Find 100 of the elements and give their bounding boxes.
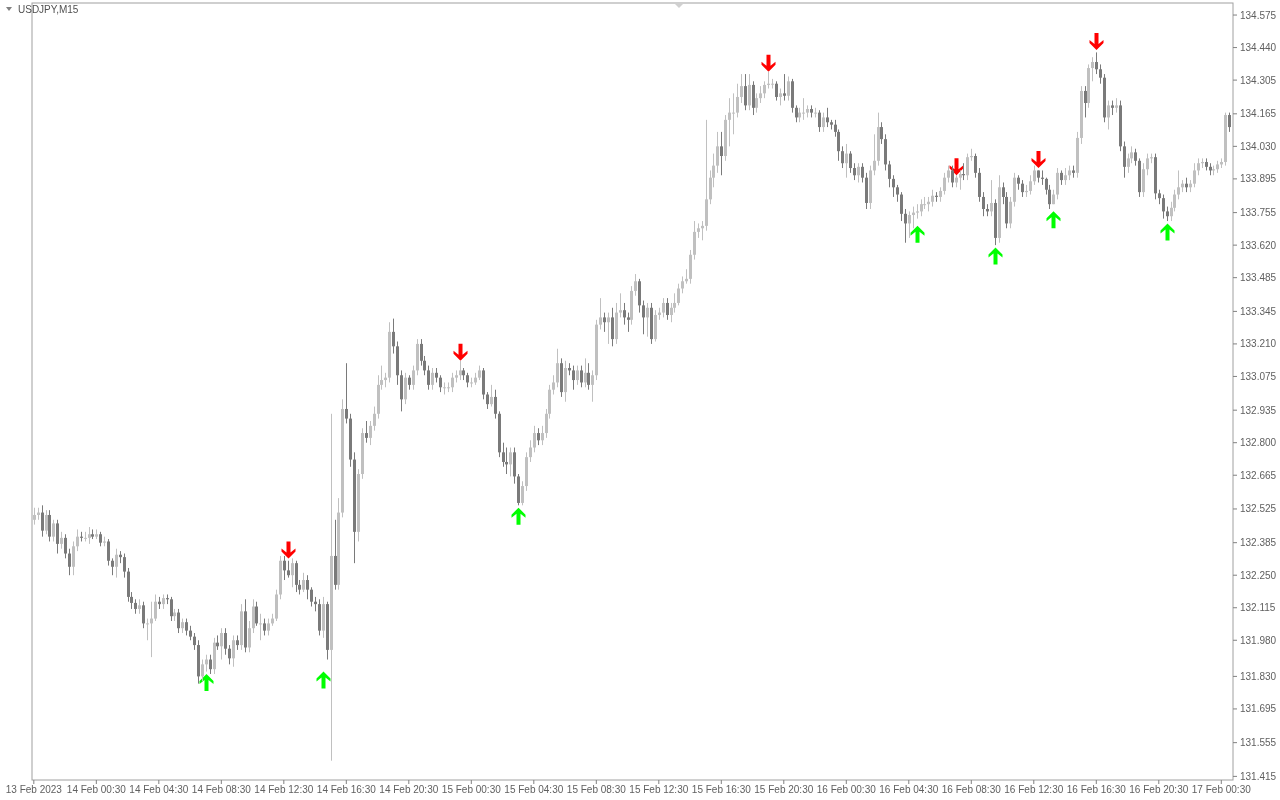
candlestick (232, 634, 235, 668)
x-tick-label: 16 Feb 00:30 (816, 784, 877, 795)
candlestick (201, 659, 204, 682)
y-tick-label: 134.575 (1240, 9, 1277, 21)
candlestick (752, 80, 755, 116)
y-tick-label: 131.415 (1240, 770, 1277, 782)
candlestick (744, 73, 747, 111)
y-tick-label: 133.895 (1240, 173, 1277, 185)
candlestick (826, 107, 829, 128)
candlestick (373, 406, 376, 432)
candlestick (888, 160, 891, 188)
candlestick (720, 131, 723, 176)
x-tick-label: 15 Feb 08:30 (566, 784, 627, 795)
candlestick (677, 283, 680, 306)
candlestick (736, 83, 739, 118)
y-tick-label: 131.695 (1240, 703, 1277, 715)
candlestick (306, 574, 309, 600)
candlestick (392, 318, 395, 355)
candlestick (310, 586, 313, 608)
candlestick (966, 153, 969, 181)
candlestick (533, 425, 536, 453)
x-tick-label: 15 Feb 00:30 (441, 784, 502, 795)
candlestick (146, 618, 149, 641)
point (1031, 151, 1046, 169)
candlestick (228, 644, 231, 665)
candlestick (1228, 112, 1231, 133)
candlestick (521, 480, 524, 506)
x-tick-label: 16 Feb 16:30 (1066, 784, 1127, 795)
x-tick-label: 15 Feb 12:30 (629, 784, 689, 795)
candlestick (576, 365, 579, 386)
candlestick (923, 196, 926, 210)
x-tick-label: 14 Feb 04:30 (129, 784, 189, 795)
y-tick-label: 133.210 (1240, 338, 1277, 350)
candlestick (634, 273, 637, 297)
candlestick (642, 300, 645, 335)
x-tick-label: 13 Feb 2023 (5, 784, 63, 795)
candlestick (1146, 153, 1149, 176)
candlestick (845, 143, 848, 179)
candlestick (224, 627, 227, 656)
candlestick (904, 208, 907, 244)
y-tick-label: 132.525 (1240, 503, 1277, 515)
candlestick (880, 121, 883, 145)
candlestick (68, 548, 71, 576)
point (281, 541, 296, 559)
y-tick-label: 132.385 (1240, 537, 1277, 549)
candlestick (857, 162, 860, 183)
candlestick (892, 174, 895, 198)
chart-title: USDJPY,M15 (18, 4, 79, 15)
candlestick (849, 150, 852, 174)
candlestick (822, 112, 825, 133)
y-tick-label: 134.030 (1240, 140, 1277, 152)
candlestick (302, 572, 305, 593)
candlestick (556, 348, 559, 388)
candlestick (1107, 100, 1110, 130)
candlestick (209, 654, 212, 675)
candlestick (619, 292, 622, 318)
candlestick (259, 613, 262, 641)
candlestick (345, 362, 348, 424)
candlestick (248, 620, 251, 653)
candlestick (755, 92, 758, 114)
y-tick-label: 133.345 (1240, 305, 1277, 317)
candlestick (775, 80, 778, 102)
y-tick-label: 131.555 (1240, 737, 1277, 749)
candlestick (177, 608, 180, 634)
y-tick-label: 131.980 (1240, 634, 1277, 646)
candlestick (818, 109, 821, 133)
point (316, 671, 331, 689)
candlestick (802, 97, 805, 121)
candlestick (1029, 174, 1032, 196)
candlestick (974, 153, 977, 179)
candlestick (873, 133, 876, 176)
candlestick (748, 73, 751, 111)
point (910, 225, 925, 243)
candlestick (841, 145, 844, 169)
candlestick (599, 297, 602, 330)
x-tick-label: 16 Feb 08:30 (941, 784, 1002, 795)
candlestick (580, 365, 583, 388)
x-tick-label: 15 Feb 20:30 (754, 784, 814, 795)
candlestick (646, 302, 649, 338)
candlestick (427, 365, 430, 391)
point (453, 343, 468, 361)
candlestick (1084, 85, 1087, 118)
y-tick-label: 132.800 (1240, 437, 1277, 449)
x-tick-label: 15 Feb 04:30 (504, 784, 564, 795)
candlestick (603, 312, 606, 333)
candlestick (1095, 51, 1098, 75)
candlestick (783, 73, 786, 102)
y-tick-label: 134.440 (1240, 42, 1277, 54)
x-tick-label: 17 Feb 00:30 (1191, 784, 1252, 795)
candlestick (443, 381, 446, 396)
candlestick (959, 169, 962, 191)
candlestick (728, 97, 731, 147)
candlestick (64, 533, 67, 559)
candlestick (45, 509, 48, 535)
candlestick (142, 601, 145, 629)
candlestick (990, 179, 993, 217)
y-tick-label: 133.620 (1240, 239, 1277, 251)
y-tick-label: 131.830 (1240, 670, 1277, 682)
candlestick (404, 372, 407, 405)
candlestick (48, 509, 51, 542)
